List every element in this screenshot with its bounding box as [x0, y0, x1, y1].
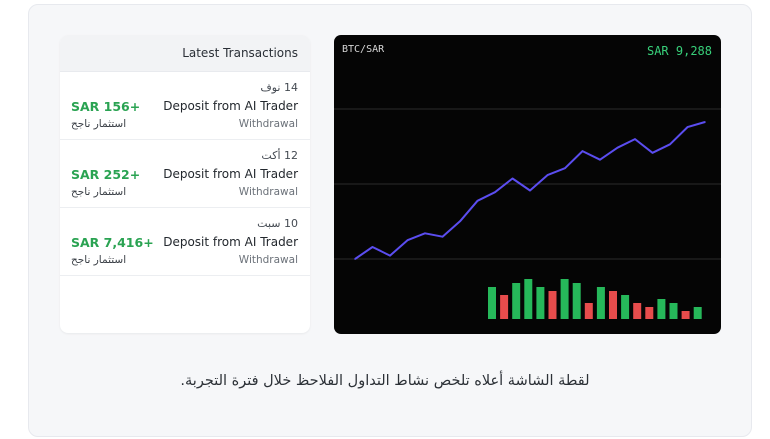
transaction-note: استثمار ناجح — [71, 254, 127, 266]
volume-bar — [596, 287, 605, 319]
price-point — [546, 174, 549, 176]
volume-bar — [524, 279, 533, 319]
price-point — [424, 232, 426, 235]
transaction-type: Withdrawal — [238, 118, 298, 130]
transaction-date: 14 نوف — [260, 81, 298, 94]
volume-bar — [693, 307, 702, 319]
latest-transactions-panel: Latest Transactions 14 نوف Deposit from … — [60, 35, 310, 333]
price-point — [406, 239, 409, 241]
price-chart — [334, 108, 721, 319]
price-point — [581, 150, 584, 152]
transaction-row[interactable]: 10 سبت Deposit from AI Trader Withdrawal… — [60, 208, 310, 276]
volume-bar — [584, 303, 593, 319]
transaction-title: Deposit from AI Trader — [163, 235, 298, 249]
volume-bar — [681, 311, 690, 319]
price-point — [651, 152, 654, 154]
transaction-row[interactable]: 14 نوف Deposit from AI Trader Withdrawal… — [60, 72, 310, 140]
transaction-amount: SAR 156+ — [71, 99, 141, 114]
current-price: SAR 9,288 — [646, 44, 712, 58]
price-point — [476, 200, 479, 202]
transaction-date: 10 سبت — [257, 217, 298, 230]
transaction-amount: SAR 252+ — [71, 167, 141, 182]
volume-bar — [548, 291, 557, 319]
trading-pair-label: BTC/SAR — [342, 44, 385, 55]
transaction-date: 12 أكت — [261, 149, 298, 162]
transaction-amount: SAR 7,416+ — [71, 235, 154, 250]
screenshot-caption: لقطة الشاشة أعلاه تلخص نشاط التداول الفل… — [180, 373, 590, 389]
volume-bar — [633, 303, 642, 319]
price-point — [616, 146, 619, 149]
volume-bar — [488, 287, 496, 319]
price-point — [686, 126, 689, 128]
transaction-title: Deposit from AI Trader — [163, 99, 298, 113]
transaction-type: Withdrawal — [238, 254, 298, 266]
price-point — [389, 254, 391, 257]
price-point — [354, 258, 356, 260]
price-point — [441, 235, 444, 238]
price-point — [599, 158, 601, 161]
volume-bar — [621, 295, 630, 319]
price-point — [494, 191, 496, 193]
price-point — [371, 246, 374, 248]
price-point — [459, 220, 461, 223]
volume-bar — [609, 291, 617, 319]
price-point — [529, 189, 531, 192]
transaction-row[interactable]: 12 أكت Deposit from AI Trader Withdrawal… — [60, 140, 310, 208]
price-chart-panel: BTC/SAR SAR 9,288 — [334, 35, 721, 334]
transaction-title: Deposit from AI Trader — [163, 167, 298, 181]
price-point — [634, 138, 636, 140]
transaction-note: استثمار ناجح — [71, 118, 127, 130]
volume-bar — [512, 283, 521, 319]
volume-bar — [536, 287, 545, 319]
transaction-type: Withdrawal — [238, 186, 298, 198]
volume-bar — [669, 303, 678, 319]
price-point — [511, 177, 514, 180]
volume-bar — [572, 283, 581, 319]
price-point — [669, 143, 671, 146]
price-point — [704, 121, 706, 123]
price-point — [564, 167, 566, 169]
volume-bar — [645, 307, 654, 319]
volume-bar — [560, 279, 569, 319]
volume-bar — [657, 299, 666, 319]
transaction-note: استثمار ناجح — [71, 186, 127, 198]
transactions-header: Latest Transactions — [60, 35, 310, 72]
volume-bar — [500, 295, 509, 319]
